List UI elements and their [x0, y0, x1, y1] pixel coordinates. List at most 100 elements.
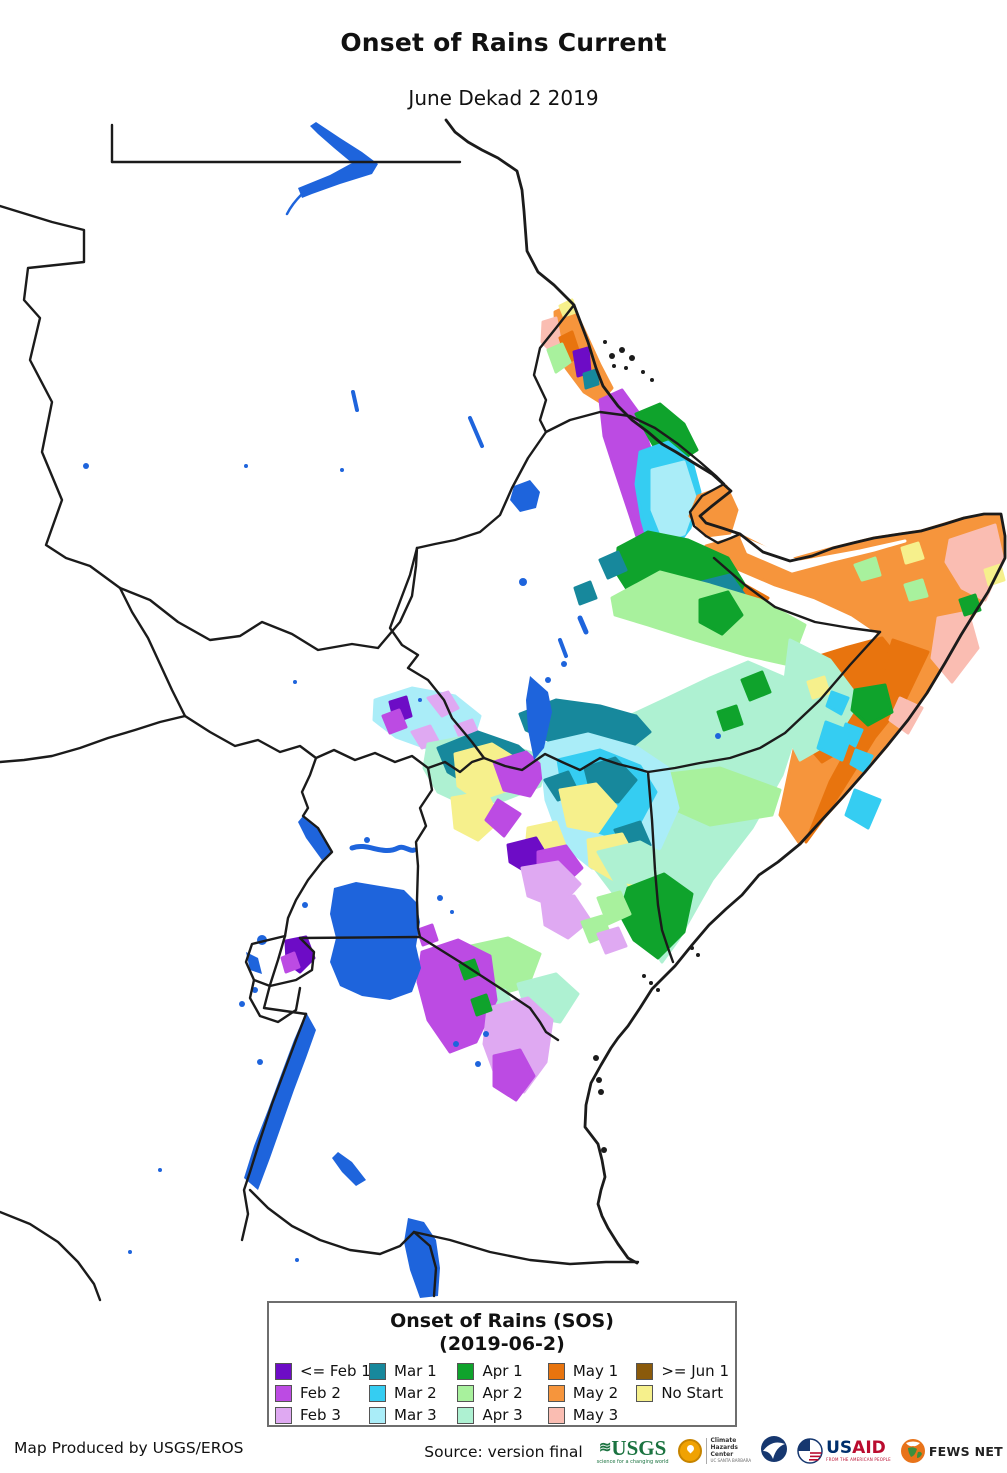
water-body [239, 1001, 245, 1007]
raster-patch-nostart [450, 790, 502, 842]
water-body [158, 1168, 162, 1172]
water-body [364, 837, 370, 843]
island [650, 378, 654, 382]
water-body [293, 680, 297, 684]
water-body [561, 661, 567, 667]
legend-entries: <= Feb 1 Feb 2 Feb 3 Mar 1 Mar 2 Mar 3 Apr 1 Ap… [275, 1360, 729, 1426]
source-text: Source: version final [424, 1443, 583, 1461]
legend-entry: May 3 [547, 1404, 636, 1426]
lake [332, 1152, 366, 1186]
island [593, 1055, 599, 1061]
island [642, 974, 646, 978]
river [285, 192, 304, 216]
legend-label: >= Jun 1 [661, 1362, 729, 1380]
legend-swatch [636, 1384, 654, 1402]
raster-patch-apr1 [850, 683, 894, 727]
country-border [183, 714, 486, 774]
legend-swatch [547, 1362, 565, 1380]
legend-title: Onset of Rains (SOS) [390, 1310, 614, 1332]
legend-swatch [275, 1406, 292, 1424]
legend-swatch [369, 1362, 386, 1380]
country-border [412, 1230, 438, 1298]
water-body [475, 1061, 481, 1067]
usaid-us: US [826, 1438, 853, 1458]
chc-line: Climate [710, 1437, 737, 1445]
lake [298, 122, 378, 198]
legend-swatch [636, 1362, 654, 1380]
raster-patch-apr2 [853, 556, 882, 582]
legend-label: No Start [661, 1384, 724, 1402]
usgs-logo: ≋ USGS science for a changing world [596, 1437, 669, 1465]
raster-patch-feb2 [492, 1048, 536, 1102]
chc-line: Center [710, 1451, 734, 1459]
raster-patch-mar1 [573, 580, 598, 606]
coastline [444, 118, 1007, 1265]
legend-swatch [275, 1384, 292, 1402]
legend-label: May 3 [572, 1406, 619, 1424]
country-border [688, 482, 742, 545]
country-border [418, 935, 560, 1042]
raster-patch-apr1 [958, 593, 982, 617]
legend-label: <= Feb 1 [300, 1362, 371, 1380]
chc-subline: UC SANTA BARBARA [710, 1458, 752, 1464]
legend-column: Apr 1 Apr 2 Apr 3 [457, 1360, 547, 1426]
raster-patch-feb3 [540, 894, 592, 940]
legend-label: Mar 3 [394, 1406, 437, 1424]
fews-net-text: FEWS NET [928, 1443, 1003, 1459]
country-border [415, 303, 576, 550]
river [349, 844, 417, 854]
country-border [240, 1012, 308, 1242]
legend-column: <= Feb 1 Feb 2 Feb 3 [275, 1360, 371, 1426]
legend-entry: Apr 2 [457, 1382, 547, 1404]
raster-patch-mar1 [582, 368, 600, 390]
country-border [0, 714, 187, 764]
water-body [715, 733, 721, 739]
country-border [283, 756, 334, 938]
logo-bar: ≋ USGS science for a changing world Clima… [597, 1431, 1003, 1471]
legend-entry: No Start [636, 1382, 729, 1404]
island [619, 347, 625, 353]
noaa-logo [760, 1435, 788, 1467]
legend-entry: <= Feb 1 [275, 1360, 371, 1382]
usaid-emblem-icon [797, 1438, 823, 1464]
usaid-logo: USAID FROM THE AMERICAN PEOPLE [797, 1438, 891, 1464]
water-body [450, 910, 454, 914]
water-body [83, 463, 89, 469]
island [609, 353, 615, 359]
water-body [453, 1041, 459, 1047]
raster-patch-mar2 [816, 720, 854, 762]
raster-patch-feb2 [484, 798, 522, 838]
raster-patch-apr2 [903, 578, 929, 602]
legend-column: >= Jun 1 No Start [636, 1360, 729, 1426]
usgs-tagline: science for a changing world [596, 1458, 669, 1465]
raster-patch-nostart [558, 782, 618, 834]
country-border [482, 752, 650, 774]
raster-patch-apr2 [546, 342, 572, 374]
usaid-aid: AID [852, 1438, 886, 1458]
island [603, 340, 607, 344]
water-body [257, 1059, 263, 1065]
legend-label: Mar 1 [394, 1362, 437, 1380]
legend-entry: Mar 3 [369, 1404, 457, 1426]
water-body [295, 1258, 299, 1262]
island [629, 355, 635, 361]
country-border [646, 770, 675, 964]
legend-label: Mar 2 [394, 1384, 437, 1402]
island [696, 953, 700, 957]
legend-label: Feb 2 [300, 1384, 341, 1402]
river [558, 638, 568, 658]
legend-entry: May 1 [547, 1360, 636, 1382]
legend-entry: Feb 2 [275, 1382, 369, 1404]
water-body [244, 464, 248, 468]
country-border [0, 1210, 102, 1302]
river [351, 390, 359, 412]
legend-label: Apr 2 [482, 1384, 523, 1402]
country-border [118, 546, 419, 652]
climate-hazards-center-logo: Climate Hazards Center UC SANTA BARBARA [677, 1437, 752, 1464]
water-body [252, 987, 258, 993]
raster-patch-apr2 [596, 890, 632, 926]
legend-swatch [457, 1362, 475, 1380]
legend-entry: Feb 3 [275, 1404, 369, 1426]
